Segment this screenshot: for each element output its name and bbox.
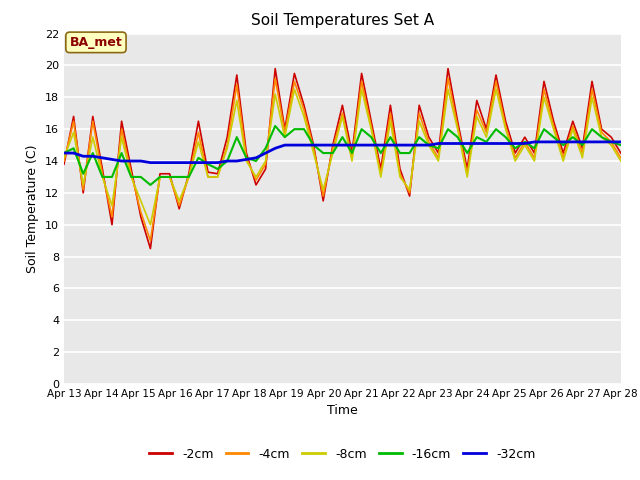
-16cm [483, 139, 490, 145]
-8cm [118, 134, 125, 140]
-4cm [147, 238, 154, 243]
-16cm [147, 182, 154, 188]
Title: Soil Temperatures Set A: Soil Temperatures Set A [251, 13, 434, 28]
-2cm [367, 119, 375, 124]
-2cm [147, 246, 154, 252]
-4cm [79, 187, 87, 192]
-4cm [60, 158, 68, 164]
Text: BA_met: BA_met [70, 36, 122, 49]
-8cm [156, 174, 164, 180]
X-axis label: Time: Time [327, 405, 358, 418]
-32cm [156, 160, 164, 166]
-2cm [214, 171, 221, 177]
-2cm [156, 171, 164, 177]
Legend: -2cm, -4cm, -8cm, -16cm, -32cm: -2cm, -4cm, -8cm, -16cm, -32cm [145, 443, 540, 466]
-2cm [60, 161, 68, 167]
-8cm [483, 134, 490, 140]
-4cm [271, 75, 279, 81]
Line: -2cm: -2cm [64, 69, 621, 249]
-8cm [367, 126, 375, 132]
Y-axis label: Soil Temperature (C): Soil Temperature (C) [26, 144, 39, 273]
-4cm [617, 155, 625, 161]
-4cm [483, 130, 490, 135]
-8cm [147, 222, 154, 228]
-2cm [483, 126, 490, 132]
-4cm [367, 123, 375, 129]
-32cm [79, 154, 87, 159]
-8cm [214, 174, 221, 180]
-4cm [156, 174, 164, 180]
-2cm [118, 119, 125, 124]
-32cm [147, 160, 154, 166]
Line: -16cm: -16cm [64, 126, 621, 185]
-16cm [118, 150, 125, 156]
Line: -4cm: -4cm [64, 78, 621, 240]
-32cm [60, 150, 68, 156]
-8cm [617, 158, 625, 164]
-32cm [473, 141, 481, 146]
-32cm [118, 158, 125, 164]
-16cm [156, 174, 164, 180]
-32cm [531, 139, 538, 145]
-16cm [617, 142, 625, 148]
-32cm [617, 139, 625, 145]
Line: -32cm: -32cm [64, 142, 621, 163]
Line: -8cm: -8cm [64, 89, 621, 225]
-8cm [79, 182, 87, 188]
-32cm [358, 142, 365, 148]
-8cm [291, 86, 298, 92]
-2cm [617, 150, 625, 156]
-4cm [214, 174, 221, 180]
-2cm [79, 190, 87, 196]
-2cm [271, 66, 279, 72]
-16cm [79, 171, 87, 177]
-16cm [214, 166, 221, 172]
-32cm [214, 160, 221, 166]
-8cm [60, 155, 68, 161]
-16cm [271, 123, 279, 129]
-4cm [118, 126, 125, 132]
-16cm [367, 134, 375, 140]
-16cm [60, 150, 68, 156]
